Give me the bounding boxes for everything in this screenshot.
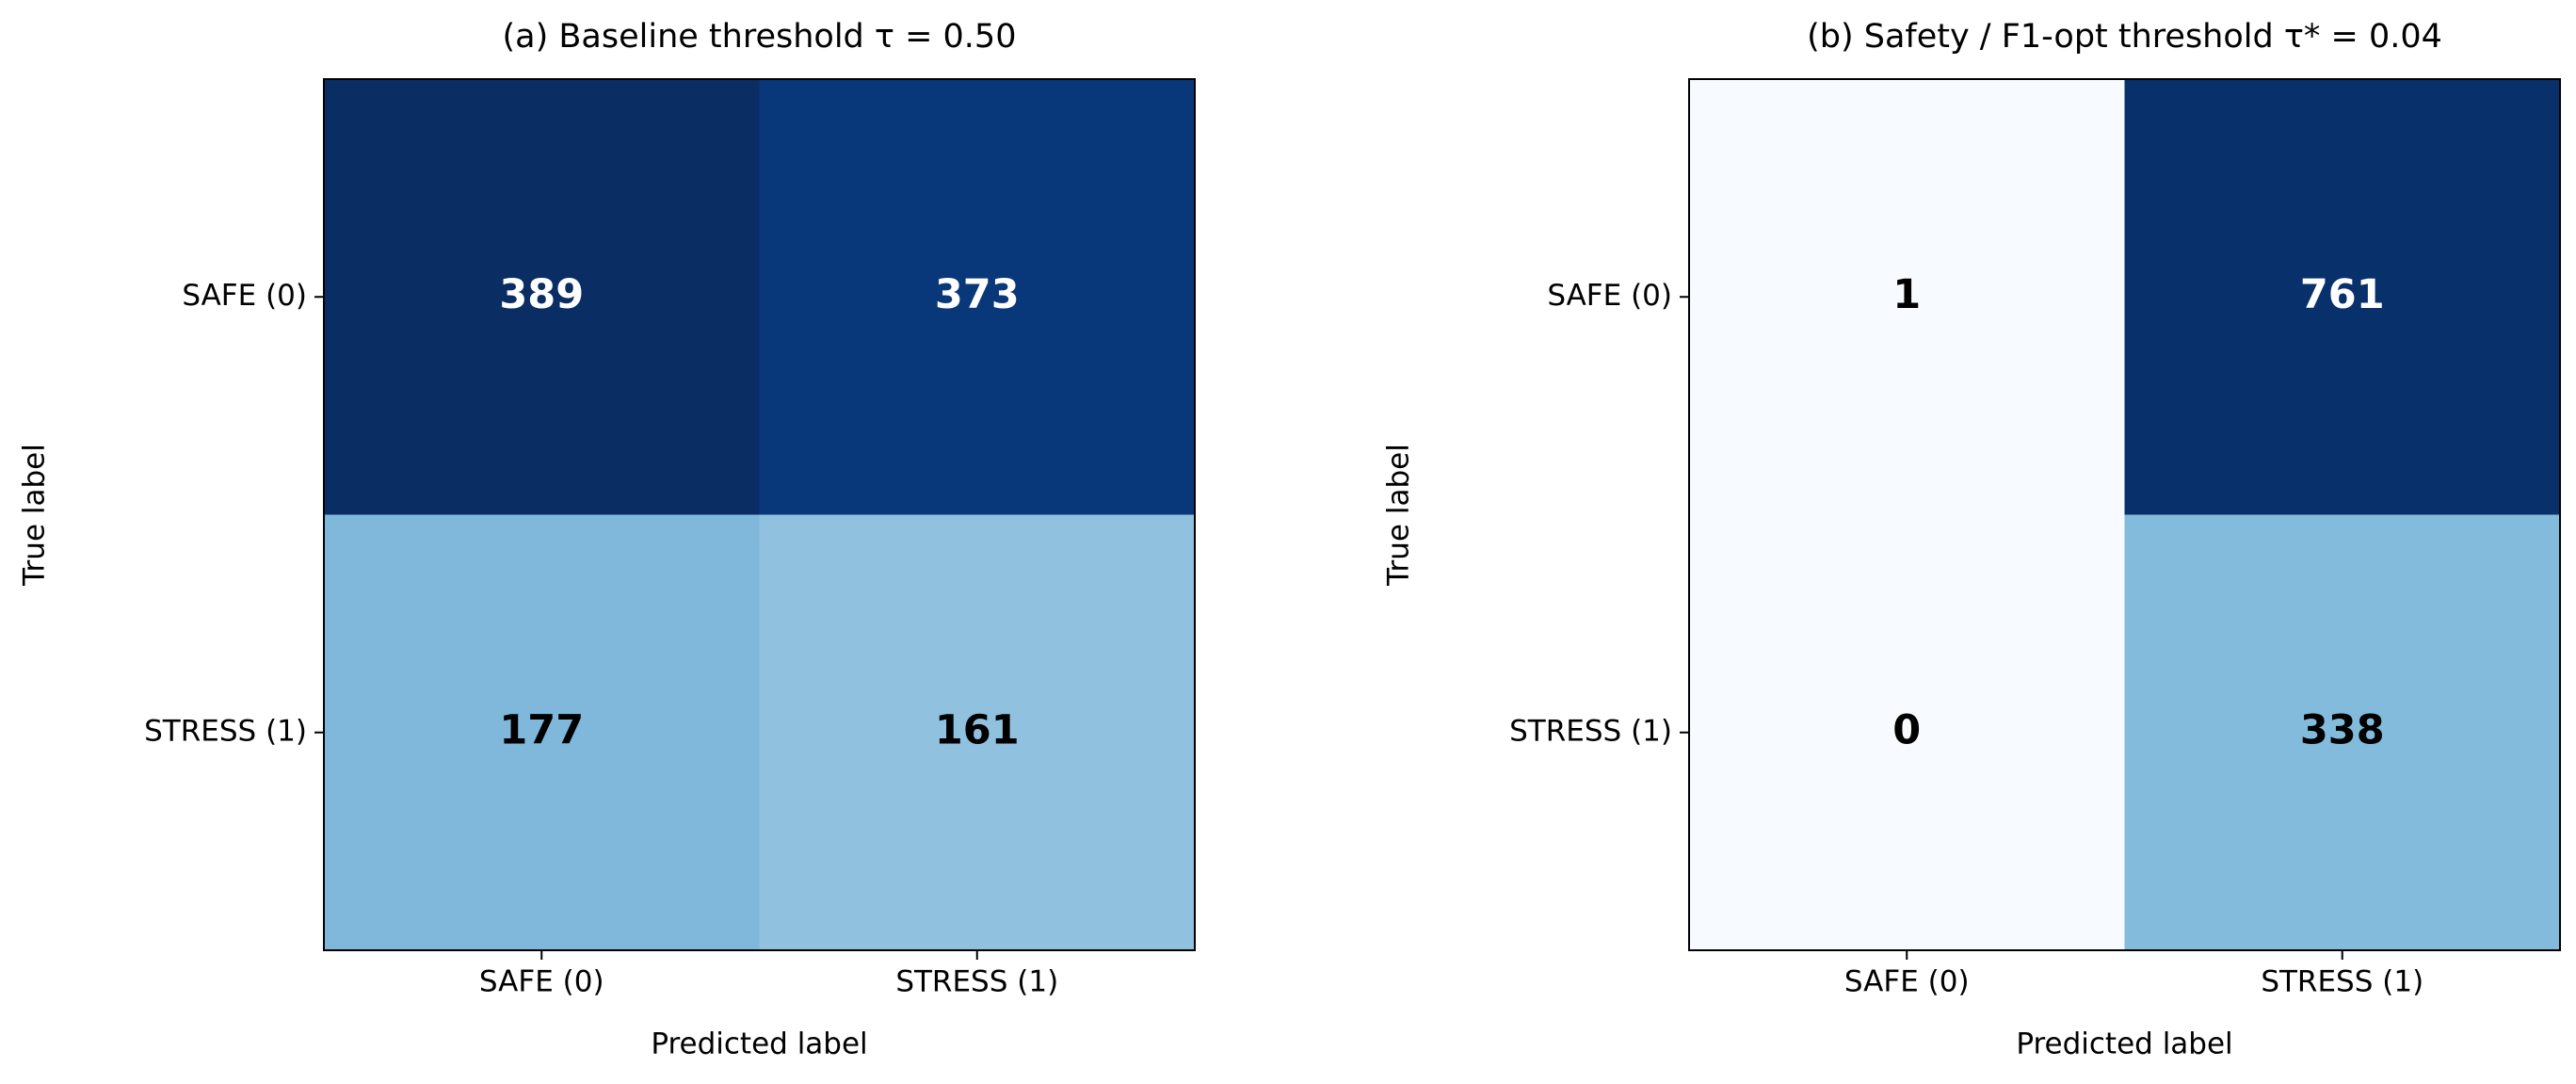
heatmap-cell <box>2124 514 2561 951</box>
x-tick-label: SAFE (0) <box>1844 965 1970 999</box>
cell-label: 161 <box>935 706 1020 753</box>
x-tick-label: STRESS (1) <box>2261 965 2423 999</box>
heatmap-cell <box>2124 79 2561 515</box>
heatmap-cell <box>759 79 1196 515</box>
heatmap-cell <box>324 79 760 515</box>
heatmap-cell <box>324 514 760 951</box>
y-axis-label: True label <box>18 444 52 587</box>
heatmap-cell <box>1689 79 2125 515</box>
y-tick-label: SAFE (0) <box>182 279 307 313</box>
cell-label: 389 <box>499 271 584 318</box>
cell-label: 338 <box>2300 706 2385 753</box>
axes-frame <box>323 78 1196 951</box>
heatmap-cell <box>1689 514 2125 951</box>
x-axis-label: Predicted label <box>2016 1027 2232 1061</box>
cell-label: 177 <box>499 706 584 753</box>
cell-label: 0 <box>1892 706 1921 753</box>
y-tick-label: STRESS (1) <box>1509 714 1672 748</box>
x-axis-label: Predicted label <box>651 1027 867 1061</box>
x-tick-label: SAFE (0) <box>479 965 604 999</box>
y-tick-label: SAFE (0) <box>1547 279 1672 313</box>
x-tick-label: STRESS (1) <box>895 965 1058 999</box>
y-tick-label: STRESS (1) <box>144 714 307 748</box>
cell-label: 1 <box>1892 271 1921 318</box>
axes-frame <box>1688 78 2561 951</box>
chart-title: (b) Safety / F1-opt threshold τ* = 0.04 <box>1807 18 2442 56</box>
cell-label: 761 <box>2300 271 2385 318</box>
chart-title: (a) Baseline threshold τ = 0.50 <box>503 18 1017 56</box>
cell-label: 373 <box>935 271 1020 318</box>
y-axis-label: True label <box>1382 444 1416 587</box>
heatmap-cell <box>759 514 1196 951</box>
